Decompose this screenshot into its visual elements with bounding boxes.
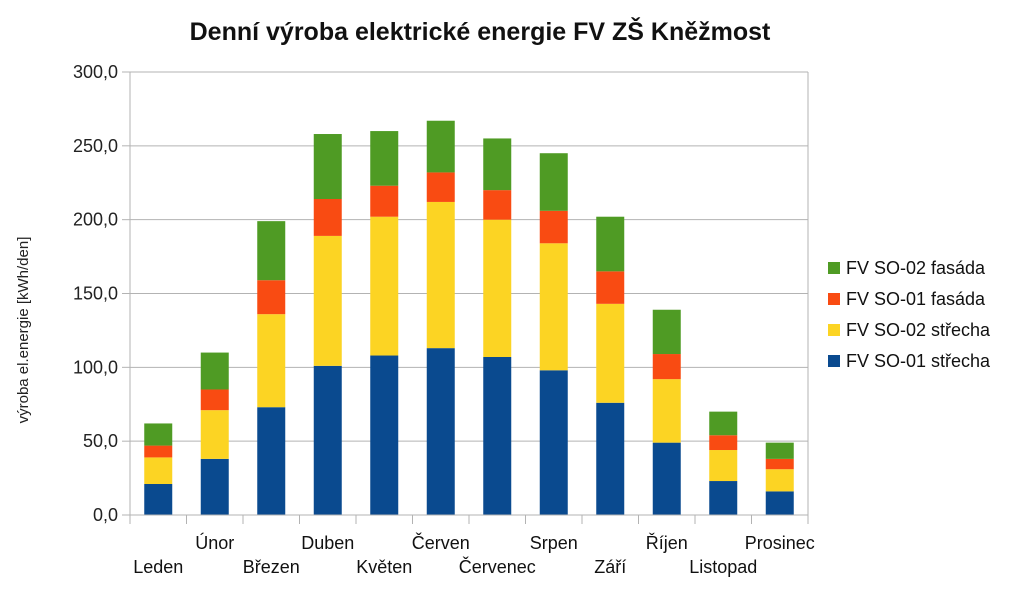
- legend-label: FV SO-02 fasáda: [846, 258, 986, 278]
- y-tick-label: 50,0: [83, 431, 118, 451]
- bar-segment: [313, 134, 342, 199]
- bar-segment: [426, 348, 455, 515]
- x-category-label: Leden: [133, 557, 183, 577]
- legend-swatch: [828, 355, 840, 367]
- chart-title: Denní výroba elektrické energie FV ZŠ Kn…: [190, 16, 771, 46]
- x-category-label: Květen: [356, 557, 412, 577]
- bar-segment: [370, 216, 399, 356]
- legend-swatch: [828, 262, 840, 274]
- y-tick-label: 200,0: [73, 210, 118, 230]
- x-category-label: Březen: [243, 557, 300, 577]
- x-category-label: Listopad: [689, 557, 757, 577]
- bar-segment: [483, 356, 512, 515]
- bar-segment: [596, 271, 625, 304]
- x-category-label: Říjen: [646, 533, 688, 553]
- bar-segment: [652, 354, 681, 380]
- x-category-label: Únor: [195, 532, 234, 553]
- bar-segment: [539, 370, 568, 515]
- bar-segment: [200, 410, 229, 459]
- bar-segment: [370, 355, 399, 515]
- bar-segment: [539, 243, 568, 371]
- bar-segment: [596, 402, 625, 515]
- bar-segment: [200, 458, 229, 515]
- bar-segment: [709, 481, 738, 515]
- gridlines: [130, 71, 808, 516]
- y-axis-label: výroba el.energie [kWh/den]: [15, 237, 32, 424]
- bar-segment: [652, 442, 681, 515]
- bar-segment: [765, 469, 794, 492]
- bar-segment: [426, 201, 455, 349]
- bar-segment: [483, 138, 512, 191]
- bar-segment: [200, 352, 229, 390]
- bar-segment: [144, 423, 173, 446]
- bar-segment: [426, 172, 455, 202]
- legend: FV SO-02 fasáda FV SO-01 fasáda FV SO-02 s…: [828, 258, 991, 371]
- bar-segment: [539, 210, 568, 244]
- bar-segment: [257, 221, 286, 281]
- y-tick-label: 0,0: [93, 505, 118, 525]
- legend-swatch: [828, 324, 840, 336]
- x-category-label: Prosinec: [745, 533, 815, 553]
- x-category-label: Září: [594, 557, 626, 577]
- legend-label: FV SO-01 fasáda: [846, 289, 986, 309]
- y-tick-label: 250,0: [73, 136, 118, 156]
- y-tick-label: 150,0: [73, 284, 118, 304]
- legend-label: FV SO-01 střecha: [846, 351, 991, 371]
- bar-segment: [200, 389, 229, 411]
- bar-segment: [144, 483, 173, 515]
- bar-segment: [313, 235, 342, 366]
- bar-segment: [709, 411, 738, 436]
- bar-segment: [257, 407, 286, 515]
- bar-segment: [652, 379, 681, 443]
- bar-segment: [596, 303, 625, 403]
- bar-segment: [765, 458, 794, 470]
- bar-segment: [652, 309, 681, 355]
- bar-segment: [144, 457, 173, 484]
- y-tick-label: 100,0: [73, 357, 118, 377]
- bar-segment: [257, 280, 286, 315]
- legend-swatch: [828, 293, 840, 305]
- bar-segment: [483, 219, 512, 357]
- bar-segment: [765, 491, 794, 515]
- bar-segment: [709, 435, 738, 451]
- bars: [144, 120, 794, 515]
- x-category-label: Červenec: [459, 556, 536, 577]
- bar-segment: [483, 190, 512, 220]
- bar-segment: [313, 365, 342, 515]
- bar-segment: [370, 131, 399, 186]
- bar-segment: [765, 442, 794, 459]
- bar-segment: [539, 153, 568, 211]
- legend-label: FV SO-02 střecha: [846, 320, 991, 340]
- bar-segment: [370, 185, 399, 217]
- y-tick-label: 300,0: [73, 62, 118, 82]
- bar-segment: [144, 445, 173, 458]
- x-category-label: Srpen: [530, 533, 578, 553]
- bar-segment: [596, 216, 625, 272]
- bar-segment: [257, 314, 286, 408]
- axes: 0,0 50,0 100,0 150,0 200,0 250,0 300,0 Leden Úno…: [73, 62, 815, 577]
- bar-segment: [709, 450, 738, 482]
- x-category-label: Červen: [412, 532, 470, 553]
- bar-segment: [313, 198, 342, 236]
- bar-segment: [426, 120, 455, 173]
- x-category-label: Duben: [301, 533, 354, 553]
